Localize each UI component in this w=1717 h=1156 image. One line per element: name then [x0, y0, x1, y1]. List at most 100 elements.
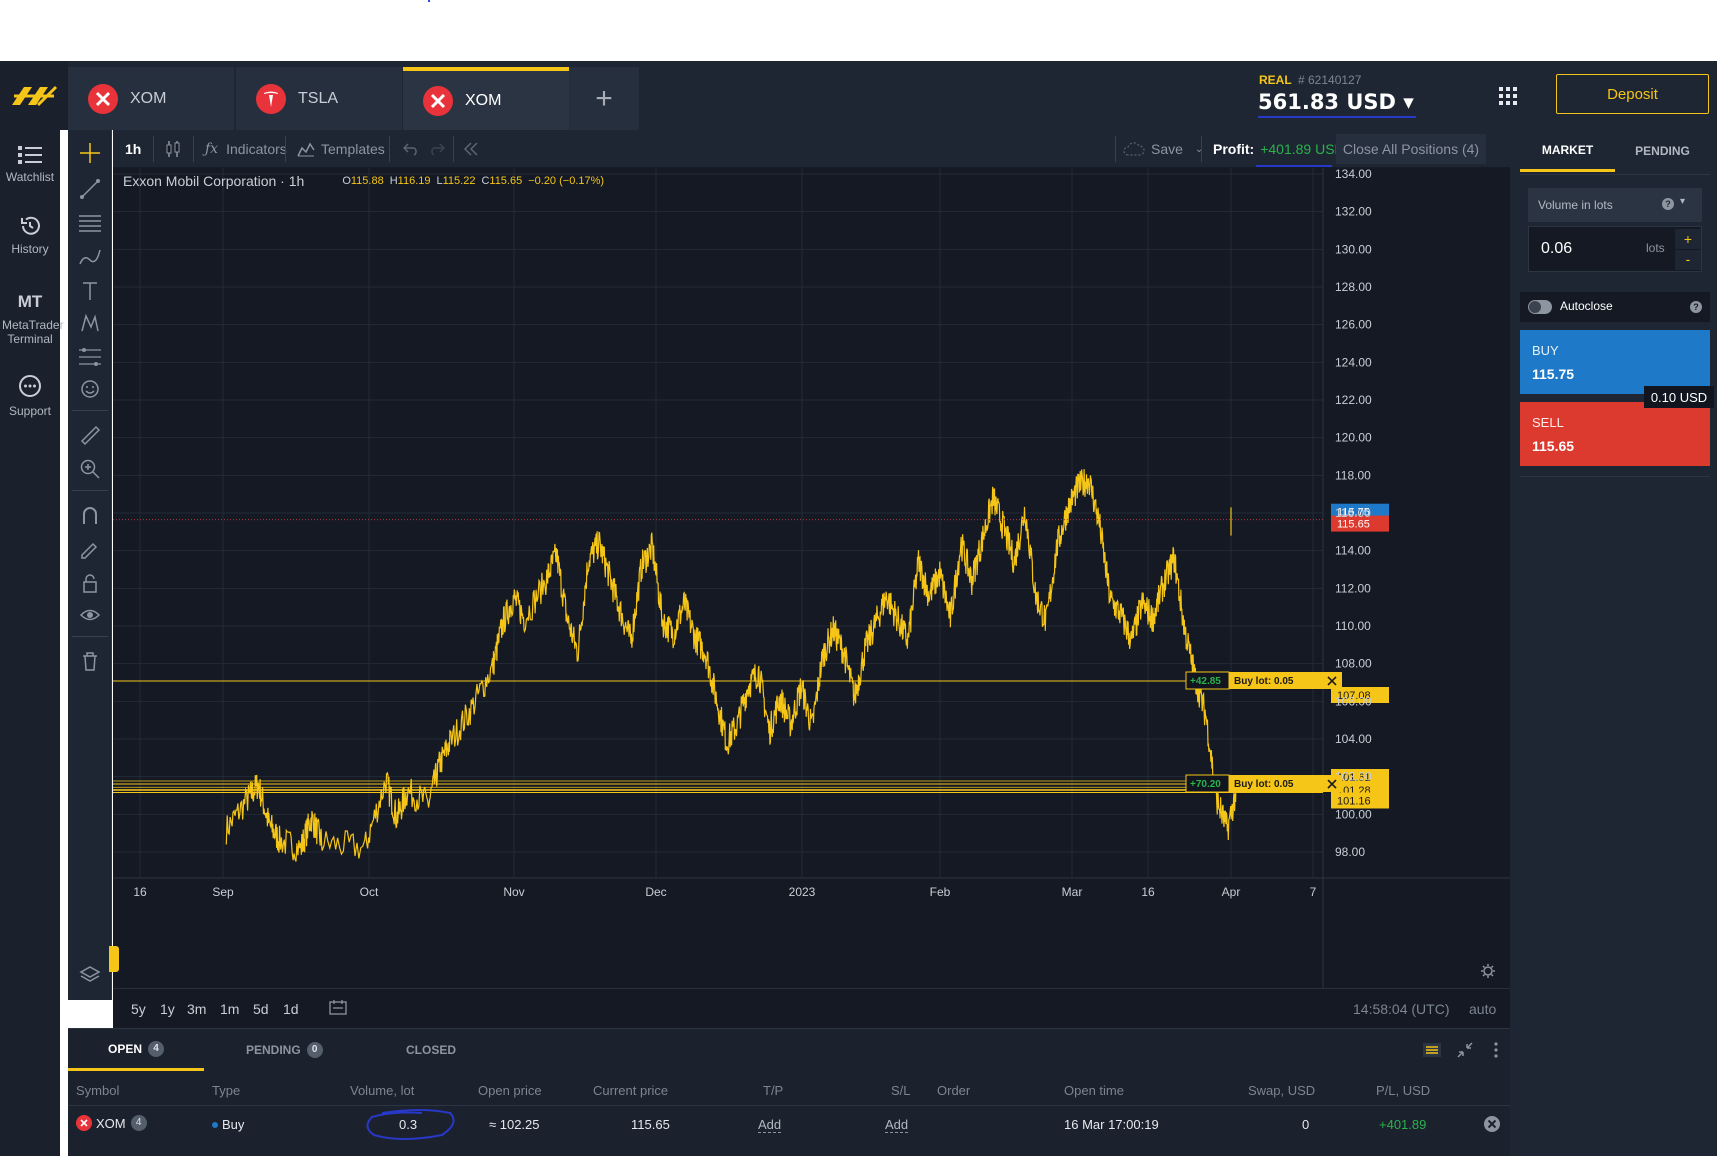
tab-xom-1[interactable]: XOM — [68, 67, 235, 130]
magnet-icon[interactable] — [75, 500, 105, 530]
close-icon — [1327, 779, 1337, 789]
indicators-label: Indicators — [226, 141, 287, 157]
exness-logo-icon — [12, 85, 58, 106]
take-profit-add-link[interactable]: Add — [758, 1117, 782, 1133]
candles-icon[interactable] — [165, 130, 181, 168]
templates-button[interactable]: Templates — [297, 130, 385, 168]
ruler-icon[interactable] — [75, 420, 105, 450]
undo-icon[interactable] — [403, 130, 419, 168]
rewind-icon[interactable] — [463, 130, 479, 168]
ohlc-close: 115.65 — [489, 175, 523, 187]
help-icon[interactable]: ? — [1662, 198, 1674, 210]
close-all-positions-button[interactable]: Close All Positions (4) — [1336, 134, 1486, 164]
scale-mode[interactable]: auto — [1469, 1001, 1497, 1017]
account-mode: REAL — [1259, 73, 1292, 87]
zoom-in-icon[interactable] — [75, 454, 105, 484]
volume-input[interactable]: 0.06 lots + - — [1528, 226, 1702, 272]
sidebar-label: Watchlist — [5, 170, 55, 184]
interval-selector[interactable]: 1h — [125, 141, 142, 157]
y-tick-label: 104.00 — [1335, 732, 1372, 746]
crosshair-icon[interactable] — [75, 138, 105, 168]
tab-open[interactable]: OPEN 4 — [68, 1029, 204, 1071]
date-range-icon[interactable] — [329, 999, 347, 1018]
open-price-cell: ≈ 102.25 — [489, 1117, 540, 1132]
symbol-title: Exxon Mobil Corporation · 1h — [123, 173, 305, 189]
sidebar-item-history[interactable]: History — [0, 214, 60, 256]
eye-icon[interactable] — [75, 600, 105, 630]
x-tick-label: 16 — [1141, 885, 1155, 899]
tab-market[interactable]: MARKET — [1520, 130, 1615, 172]
pencil-lock-icon[interactable] — [75, 534, 105, 564]
account-selector[interactable]: REAL # 62140127 561.83 USD ▾ — [1258, 69, 1418, 119]
toggle-knob — [1529, 301, 1541, 313]
y-tick-label: 118.00 — [1335, 468, 1371, 482]
sidebar-item-metatrader[interactable]: MT MetaTrader Terminal — [0, 290, 64, 346]
grouped-view-icon[interactable] — [1422, 1041, 1442, 1064]
lock-icon[interactable] — [75, 568, 105, 598]
decrement-button[interactable]: - — [1675, 250, 1701, 270]
range-1d[interactable]: 1d — [283, 1001, 299, 1017]
column-header: Order — [937, 1083, 971, 1098]
annotation-circle — [366, 1109, 455, 1140]
help-icon[interactable]: ? — [1690, 301, 1702, 313]
fib-icon[interactable] — [75, 342, 105, 372]
settings-gear-icon[interactable] — [1480, 963, 1496, 984]
tab-xom-2[interactable]: XOM — [403, 67, 570, 130]
collapse-icon[interactable] — [1456, 1041, 1474, 1064]
apps-grid-icon[interactable] — [1497, 85, 1519, 107]
stop-loss-add-link[interactable]: Add — [885, 1117, 909, 1133]
spread-badge: 0.10 USD — [1644, 386, 1714, 408]
price-series — [225, 469, 1239, 862]
templates-icon — [297, 142, 315, 157]
redo-icon[interactable] — [429, 130, 445, 168]
more-options-icon[interactable] — [1493, 1041, 1499, 1064]
divider — [72, 490, 108, 491]
annotation-underline — [1256, 165, 1332, 167]
indicators-button[interactable]: ƒx Indicators — [205, 130, 287, 168]
sidebar-item-watchlist[interactable]: Watchlist — [0, 144, 60, 184]
range-3m[interactable]: 3m — [187, 1001, 207, 1017]
autoclose-toggle[interactable] — [1528, 300, 1552, 314]
emoji-icon[interactable] — [75, 374, 105, 404]
volume-cell[interactable]: 0.3 — [399, 1117, 418, 1132]
pattern-icon[interactable] — [75, 308, 105, 338]
position-tags: +42.85 Buy lot: 0.05 +70.20 Buy lot: 0.05 — [1185, 671, 1342, 793]
tab-pending[interactable]: PENDING 0 — [246, 1029, 323, 1071]
add-tab-button[interactable]: + — [569, 67, 639, 130]
chart-scroll-handle[interactable] — [109, 946, 119, 972]
ohlc-open: 115.88 — [350, 175, 384, 187]
positions-panel: OPEN 4 PENDING 0 CLOSED Symbol Type Volume… — [68, 1028, 1510, 1156]
increment-button[interactable]: + — [1675, 229, 1701, 249]
layers-icon[interactable] — [75, 960, 105, 990]
tag-label-bg — [1229, 671, 1323, 689]
close-position-icon[interactable] — [1483, 1115, 1501, 1136]
count-badge: 0 — [306, 1042, 323, 1058]
exness-logo[interactable] — [0, 61, 68, 130]
range-bar: 5y 1y 3m 1m 5d 1d 14:58:04 (UTC) auto — [113, 988, 1510, 1028]
tag-label-bg — [1229, 775, 1323, 793]
y-tick-label: 98.00 — [1335, 845, 1365, 859]
tab-pending-orders[interactable]: PENDING — [1635, 144, 1690, 158]
trash-icon[interactable] — [75, 646, 105, 676]
horizontal-lines-icon[interactable] — [75, 208, 105, 238]
range-1y[interactable]: 1y — [160, 1001, 175, 1017]
sell-price: 115.65 — [1532, 438, 1575, 454]
range-5y[interactable]: 5y — [131, 1001, 146, 1017]
save-button[interactable]: Save ⌄ — [1123, 130, 1203, 168]
price-chart[interactable]: 115.75 115.65 107.08 101.61 101.28 101.16 134… — [109, 168, 1510, 988]
range-5d[interactable]: 5d — [253, 1001, 269, 1017]
buy-button[interactable]: BUY 115.75 — [1520, 330, 1710, 394]
range-1m[interactable]: 1m — [220, 1001, 240, 1017]
volume-mode-select[interactable]: Volume in lots ? ▾ — [1528, 188, 1702, 222]
series-line — [225, 469, 1239, 862]
brush-icon[interactable] — [75, 242, 105, 272]
deposit-button[interactable]: Deposit — [1556, 74, 1709, 114]
text-tool-icon[interactable] — [75, 276, 105, 306]
tab-tsla[interactable]: TSLA — [236, 67, 403, 130]
tab-closed[interactable]: CLOSED — [406, 1029, 456, 1071]
swap-cell: 0 — [1302, 1117, 1310, 1132]
sell-button[interactable]: SELL 115.65 — [1520, 402, 1710, 466]
sidebar-item-support[interactable]: Support — [0, 374, 60, 418]
trendline-icon[interactable] — [75, 174, 105, 204]
